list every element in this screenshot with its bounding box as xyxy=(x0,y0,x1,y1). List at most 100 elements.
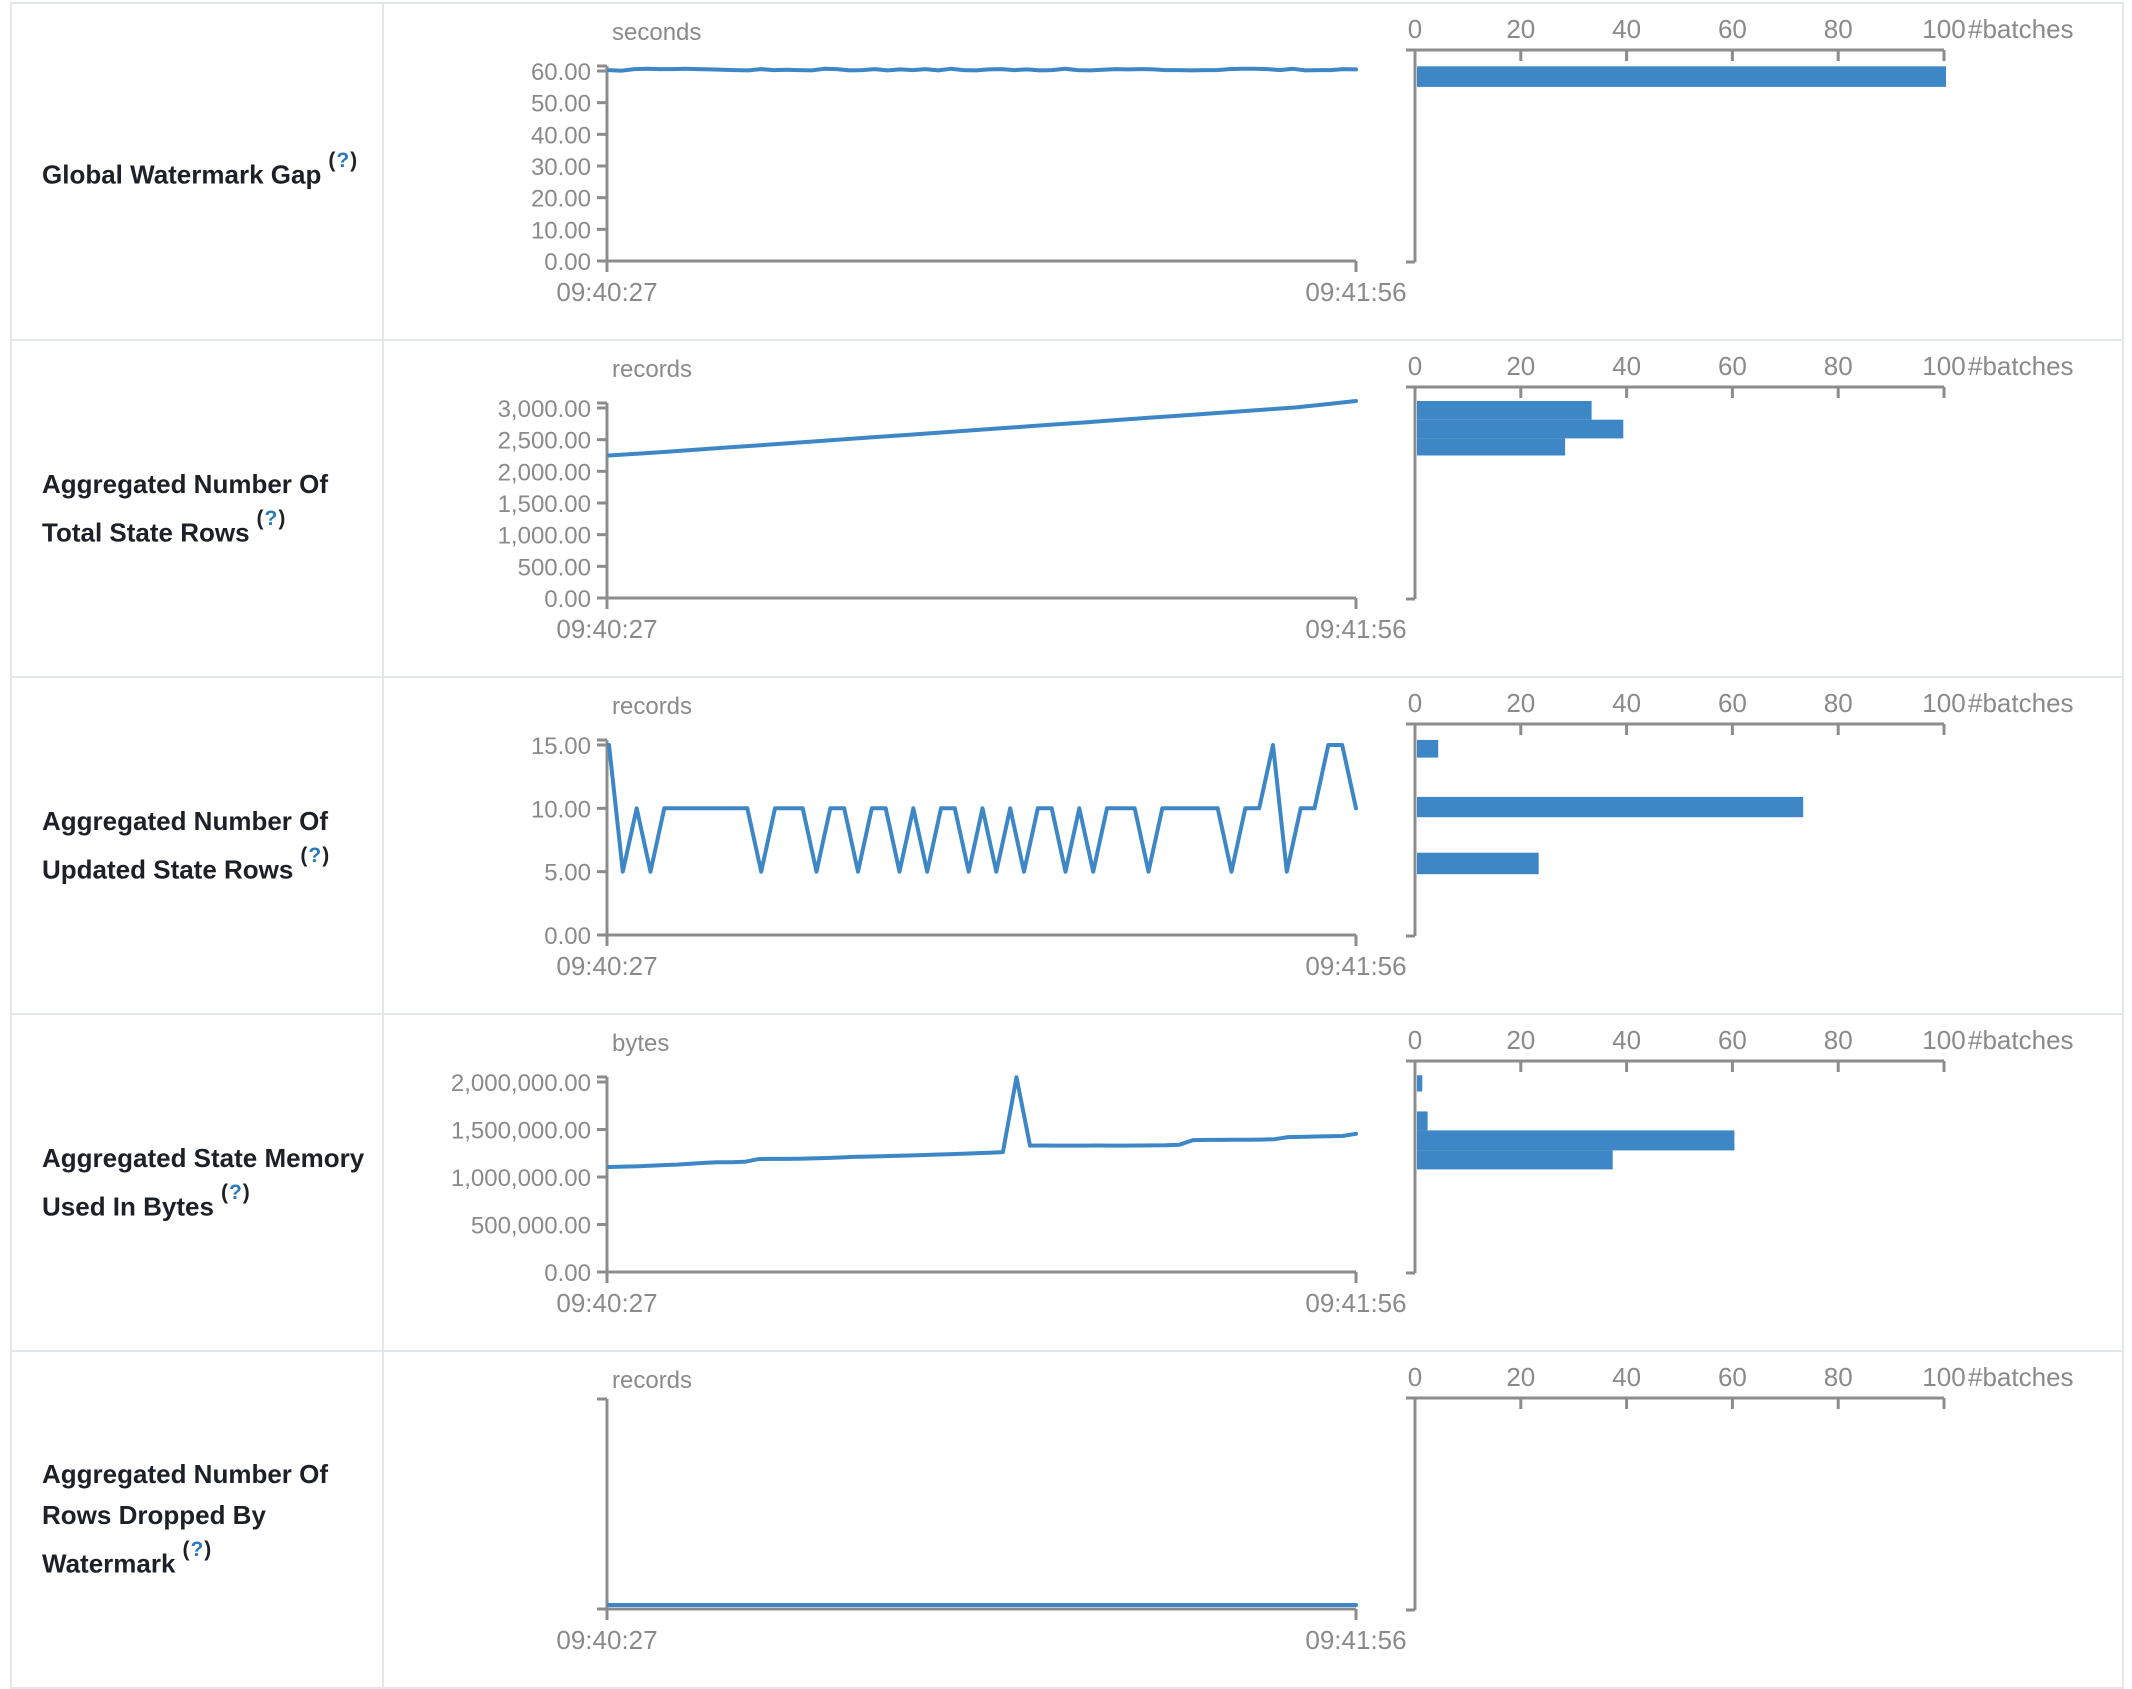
svg-text:2,500.00: 2,500.00 xyxy=(498,428,591,455)
metric-label-cell: Global Watermark Gap (?) xyxy=(12,4,384,339)
metric-label: Aggregated Number Of Rows Dropped By Wat… xyxy=(42,1454,368,1585)
svg-text:15.00: 15.00 xyxy=(531,733,591,760)
metric-row: Aggregated Number Of Updated State Rows(… xyxy=(12,678,2122,1015)
svg-text:10.00: 10.00 xyxy=(531,796,591,823)
svg-text:500.00: 500.00 xyxy=(518,554,591,581)
svg-text:60: 60 xyxy=(1718,1362,1747,1392)
svg-text:09:41:56: 09:41:56 xyxy=(1305,614,1406,644)
svg-text:20: 20 xyxy=(1506,351,1535,381)
svg-text:09:41:56: 09:41:56 xyxy=(1305,277,1406,307)
svg-text:30.00: 30.00 xyxy=(531,154,591,181)
help-link[interactable]: (?) xyxy=(300,843,331,867)
svg-text:0: 0 xyxy=(1408,688,1422,718)
svg-text:#batches: #batches xyxy=(1968,688,2074,718)
svg-text:40: 40 xyxy=(1612,14,1641,44)
svg-text:records: records xyxy=(612,356,692,383)
svg-text:50.00: 50.00 xyxy=(531,91,591,118)
svg-text:2,000,000.00: 2,000,000.00 xyxy=(451,1070,591,1097)
chart-cell: records 3,000.00 2,500.00 2,000.00 1,500.00 1… xyxy=(384,341,2122,676)
chart-cell: records 15.00 10.00 5.00 0.00 09:40:27 09:41:5… xyxy=(384,678,2122,1013)
timeline-and-histogram-chart: bytes 2,000,000.00 1,500,000.00 1,000,000.0… xyxy=(451,1025,2074,1318)
streaming-statistics-table: Global Watermark Gap (?) seconds 60.00 50.0… xyxy=(10,2,2124,1689)
timeline-and-histogram-chart: records 09:40:27 09:41:56 0 20 40 60 80 100 #batc… xyxy=(556,1362,2074,1655)
metric-label: Aggregated Number Of Updated State Rows(… xyxy=(42,801,368,891)
svg-text:2,000.00: 2,000.00 xyxy=(498,459,591,486)
svg-text:100: 100 xyxy=(1922,1025,1965,1055)
svg-text:100: 100 xyxy=(1922,351,1965,381)
metric-label: Global Watermark Gap (?) xyxy=(42,147,358,196)
svg-text:#batches: #batches xyxy=(1968,351,2074,381)
svg-text:20: 20 xyxy=(1506,1362,1535,1392)
question-mark-icon[interactable]: ? xyxy=(308,843,323,867)
svg-text:09:41:56: 09:41:56 xyxy=(1305,951,1406,981)
svg-text:records: records xyxy=(612,1367,692,1394)
svg-text:0: 0 xyxy=(1408,14,1422,44)
svg-text:1,500.00: 1,500.00 xyxy=(498,491,591,518)
svg-text:20: 20 xyxy=(1506,688,1535,718)
metric-label-text: Aggregated Number Of Updated State Rows xyxy=(42,805,329,885)
chart-cell: seconds 60.00 50.00 40.00 30.00 20.00 10.00 0.0… xyxy=(384,4,2122,339)
svg-text:80: 80 xyxy=(1824,1025,1853,1055)
help-link[interactable]: (?) xyxy=(256,506,287,530)
svg-text:0.00: 0.00 xyxy=(544,586,591,613)
svg-text:80: 80 xyxy=(1824,688,1853,718)
metric-label-cell: Aggregated Number Of Total State Rows (?) xyxy=(12,341,384,676)
timeline-and-histogram-chart: seconds 60.00 50.00 40.00 30.00 20.00 10.00 0.0… xyxy=(531,14,2074,307)
svg-text:40: 40 xyxy=(1612,1025,1641,1055)
svg-text:5.00: 5.00 xyxy=(544,860,591,887)
svg-text:60: 60 xyxy=(1718,351,1747,381)
svg-text:100: 100 xyxy=(1922,688,1965,718)
svg-text:20: 20 xyxy=(1506,1025,1535,1055)
svg-text:records: records xyxy=(612,693,692,720)
svg-text:10.00: 10.00 xyxy=(531,217,591,244)
metric-label-text: Global Watermark Gap xyxy=(42,159,322,190)
svg-text:#batches: #batches xyxy=(1968,14,2074,44)
svg-text:60: 60 xyxy=(1718,1025,1747,1055)
chart-cell: records 09:40:27 09:41:56 0 20 40 60 80 100 #batc… xyxy=(384,1352,2122,1687)
help-link[interactable]: (?) xyxy=(328,149,359,173)
svg-text:seconds: seconds xyxy=(612,19,701,46)
svg-text:1,500,000.00: 1,500,000.00 xyxy=(451,1118,591,1145)
svg-text:0: 0 xyxy=(1408,351,1422,381)
svg-text:80: 80 xyxy=(1824,351,1853,381)
metric-row: Aggregated Number Of Rows Dropped By Wat… xyxy=(12,1352,2122,1687)
question-mark-icon[interactable]: ? xyxy=(228,1180,243,1204)
svg-text:100: 100 xyxy=(1922,14,1965,44)
metric-label-text: Aggregated Number Of Rows Dropped By Wat… xyxy=(42,1459,329,1579)
metric-label-cell: Aggregated State Memory Used In Bytes (?) xyxy=(12,1015,384,1350)
svg-text:09:40:27: 09:40:27 xyxy=(556,277,657,307)
question-mark-icon[interactable]: ? xyxy=(190,1538,205,1562)
timeline-and-histogram-chart: records 3,000.00 2,500.00 2,000.00 1,500.00 1… xyxy=(498,351,2074,644)
svg-text:09:40:27: 09:40:27 xyxy=(556,614,657,644)
svg-text:0.00: 0.00 xyxy=(544,1260,591,1287)
svg-text:80: 80 xyxy=(1824,14,1853,44)
svg-text:bytes: bytes xyxy=(612,1030,669,1057)
svg-text:1,000,000.00: 1,000,000.00 xyxy=(451,1165,591,1192)
svg-text:09:41:56: 09:41:56 xyxy=(1305,1625,1406,1655)
metric-label-text: Aggregated State Memory Used In Bytes xyxy=(42,1142,365,1222)
svg-text:100: 100 xyxy=(1922,1362,1965,1392)
svg-text:20.00: 20.00 xyxy=(531,186,591,213)
metric-row: Global Watermark Gap (?) seconds 60.00 50.0… xyxy=(12,4,2122,341)
help-link[interactable]: (?) xyxy=(182,1538,213,1562)
svg-text:09:40:27: 09:40:27 xyxy=(556,1288,657,1318)
metric-label: Aggregated State Memory Used In Bytes (?) xyxy=(42,1138,368,1228)
question-mark-icon[interactable]: ? xyxy=(336,149,351,173)
svg-text:40.00: 40.00 xyxy=(531,122,591,149)
svg-text:09:40:27: 09:40:27 xyxy=(556,1625,657,1655)
svg-text:500,000.00: 500,000.00 xyxy=(471,1213,591,1240)
svg-text:0: 0 xyxy=(1408,1362,1422,1392)
svg-text:60: 60 xyxy=(1718,688,1747,718)
svg-text:40: 40 xyxy=(1612,688,1641,718)
question-mark-icon[interactable]: ? xyxy=(264,506,279,530)
svg-text:60.00: 60.00 xyxy=(531,59,591,86)
metric-label: Aggregated Number Of Total State Rows (?) xyxy=(42,464,368,554)
svg-text:0.00: 0.00 xyxy=(544,249,591,276)
svg-text:1,000.00: 1,000.00 xyxy=(498,523,591,550)
svg-text:#batches: #batches xyxy=(1968,1025,2074,1055)
svg-text:#batches: #batches xyxy=(1968,1362,2074,1392)
metric-label-text: Aggregated Number Of Total State Rows xyxy=(42,468,329,548)
help-link[interactable]: (?) xyxy=(220,1180,251,1204)
svg-text:0.00: 0.00 xyxy=(544,923,591,950)
metric-label-cell: Aggregated Number Of Rows Dropped By Wat… xyxy=(12,1352,384,1687)
